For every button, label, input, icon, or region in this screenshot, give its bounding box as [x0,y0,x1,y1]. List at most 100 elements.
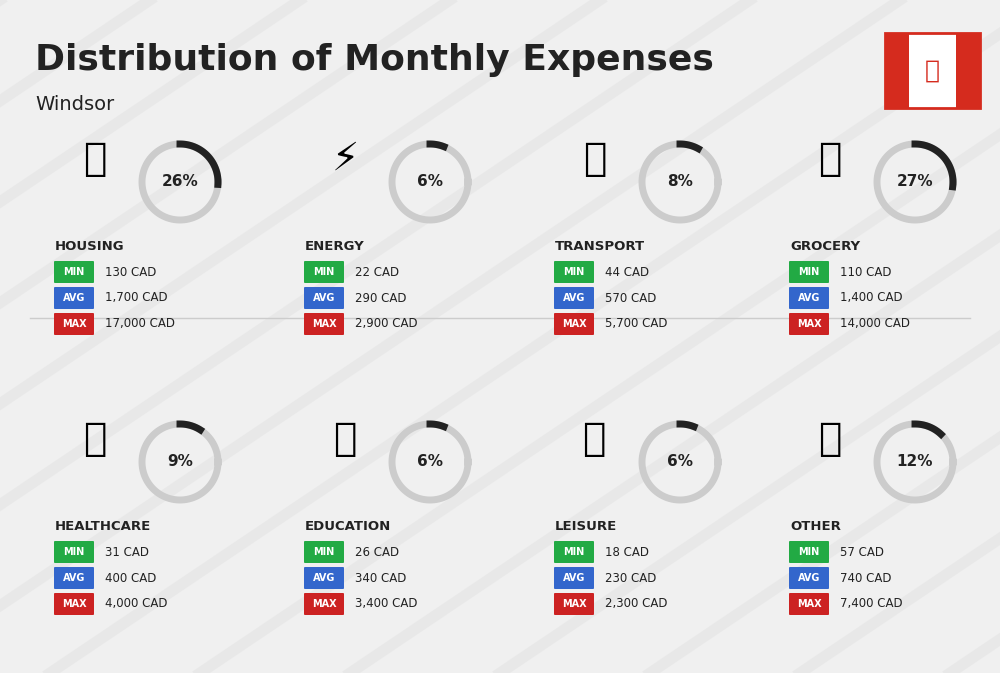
FancyBboxPatch shape [54,567,94,589]
FancyBboxPatch shape [789,541,829,563]
FancyBboxPatch shape [54,541,94,563]
FancyBboxPatch shape [554,313,594,335]
Text: OTHER: OTHER [790,520,841,533]
FancyBboxPatch shape [956,33,980,108]
Text: MAX: MAX [562,599,586,609]
Text: EDUCATION: EDUCATION [305,520,391,533]
Text: 🏥: 🏥 [83,420,107,458]
Text: AVG: AVG [798,293,820,303]
Text: MIN: MIN [563,267,585,277]
Text: 26%: 26% [162,174,198,190]
Text: 🛍️: 🛍️ [583,420,607,458]
Text: 31 CAD: 31 CAD [105,546,149,559]
FancyBboxPatch shape [54,593,94,615]
Text: HOUSING: HOUSING [55,240,125,253]
Text: 130 CAD: 130 CAD [105,266,156,279]
Text: MAX: MAX [562,319,586,329]
Text: AVG: AVG [563,573,585,583]
Text: 6%: 6% [667,454,693,470]
Text: 340 CAD: 340 CAD [355,571,406,584]
FancyBboxPatch shape [789,261,829,283]
Text: 🍁: 🍁 [925,59,940,83]
Text: AVG: AVG [798,573,820,583]
Text: 57 CAD: 57 CAD [840,546,884,559]
Text: MIN: MIN [63,547,85,557]
FancyBboxPatch shape [909,33,956,108]
FancyBboxPatch shape [304,541,344,563]
Text: 🎓: 🎓 [333,420,357,458]
Text: Windsor: Windsor [35,95,114,114]
Text: 400 CAD: 400 CAD [105,571,156,584]
Text: 26 CAD: 26 CAD [355,546,399,559]
Text: AVG: AVG [63,293,85,303]
Text: MIN: MIN [313,267,335,277]
FancyBboxPatch shape [54,287,94,309]
FancyBboxPatch shape [54,313,94,335]
FancyBboxPatch shape [304,593,344,615]
Text: AVG: AVG [313,293,335,303]
Text: 🚌: 🚌 [583,140,607,178]
Text: 💰: 💰 [818,420,842,458]
Text: 1,700 CAD: 1,700 CAD [105,291,168,304]
Text: GROCERY: GROCERY [790,240,860,253]
Text: MAX: MAX [62,599,86,609]
Text: MAX: MAX [797,319,821,329]
Text: MIN: MIN [798,267,820,277]
FancyBboxPatch shape [554,287,594,309]
Text: 6%: 6% [417,454,443,470]
Text: Distribution of Monthly Expenses: Distribution of Monthly Expenses [35,43,714,77]
Text: AVG: AVG [313,573,335,583]
Text: ENERGY: ENERGY [305,240,365,253]
FancyBboxPatch shape [54,261,94,283]
Text: MIN: MIN [563,547,585,557]
Text: 3,400 CAD: 3,400 CAD [355,598,418,610]
FancyBboxPatch shape [304,261,344,283]
Text: 22 CAD: 22 CAD [355,266,399,279]
FancyBboxPatch shape [885,33,909,108]
Text: 740 CAD: 740 CAD [840,571,892,584]
Text: 17,000 CAD: 17,000 CAD [105,318,175,330]
Text: MIN: MIN [313,547,335,557]
Text: 🛒: 🛒 [818,140,842,178]
Text: MAX: MAX [797,599,821,609]
Text: 9%: 9% [167,454,193,470]
Text: 12%: 12% [897,454,933,470]
FancyBboxPatch shape [304,567,344,589]
Text: LEISURE: LEISURE [555,520,617,533]
Text: MAX: MAX [312,319,336,329]
FancyBboxPatch shape [789,593,829,615]
Text: 🏢: 🏢 [83,140,107,178]
FancyBboxPatch shape [554,593,594,615]
Text: 18 CAD: 18 CAD [605,546,649,559]
Text: ⚡: ⚡ [331,140,359,178]
Text: AVG: AVG [63,573,85,583]
Text: MAX: MAX [312,599,336,609]
Text: HEALTHCARE: HEALTHCARE [55,520,151,533]
Text: MAX: MAX [62,319,86,329]
Text: 27%: 27% [897,174,933,190]
FancyBboxPatch shape [554,567,594,589]
Text: MIN: MIN [798,547,820,557]
Text: 6%: 6% [417,174,443,190]
Text: 570 CAD: 570 CAD [605,291,656,304]
FancyBboxPatch shape [304,287,344,309]
Text: 290 CAD: 290 CAD [355,291,406,304]
Text: 110 CAD: 110 CAD [840,266,892,279]
Text: 5,700 CAD: 5,700 CAD [605,318,668,330]
FancyBboxPatch shape [304,313,344,335]
FancyBboxPatch shape [789,287,829,309]
Text: MIN: MIN [63,267,85,277]
Text: 230 CAD: 230 CAD [605,571,656,584]
FancyBboxPatch shape [554,261,594,283]
Text: 1,400 CAD: 1,400 CAD [840,291,903,304]
Text: 14,000 CAD: 14,000 CAD [840,318,910,330]
Text: 7,400 CAD: 7,400 CAD [840,598,903,610]
Text: 4,000 CAD: 4,000 CAD [105,598,168,610]
Text: AVG: AVG [563,293,585,303]
Text: 8%: 8% [667,174,693,190]
FancyBboxPatch shape [789,567,829,589]
Text: 2,300 CAD: 2,300 CAD [605,598,668,610]
Text: TRANSPORT: TRANSPORT [555,240,645,253]
Text: 2,900 CAD: 2,900 CAD [355,318,418,330]
FancyBboxPatch shape [789,313,829,335]
